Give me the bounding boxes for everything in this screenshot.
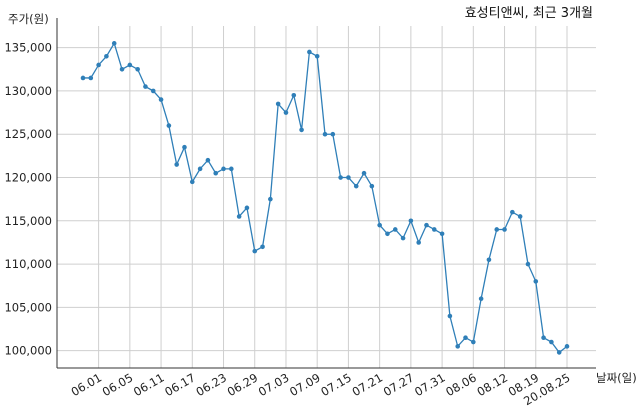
- data-point: [486, 257, 492, 263]
- grid-lines: [57, 26, 596, 368]
- data-point: [455, 344, 461, 349]
- x-tick-label: 06.05: [100, 370, 136, 399]
- x-tick-label: 07.03: [256, 370, 292, 399]
- data-point: [213, 170, 219, 176]
- data-point: [478, 296, 484, 302]
- data-point: [510, 209, 515, 215]
- data-point: [408, 218, 414, 224]
- x-tick-labels: 06.0106.0506.1106.1706.2306.2907.0307.09…: [69, 370, 573, 408]
- x-tick-label: 06.29: [225, 370, 261, 399]
- data-point: [96, 62, 101, 68]
- y-axis-title: 주가(원): [8, 12, 49, 26]
- data-point: [252, 248, 258, 254]
- x-tick-label: 07.15: [318, 370, 354, 399]
- y-tick-label: 100,000: [4, 344, 52, 358]
- x-tick-label: 07.21: [350, 370, 386, 399]
- data-point: [525, 261, 531, 267]
- data-point: [244, 205, 250, 211]
- data-point: [463, 335, 468, 340]
- x-tick-label: 06.17: [162, 370, 198, 399]
- data-point: [400, 235, 406, 241]
- data-point: [564, 344, 570, 349]
- x-tick-label: 08.12: [475, 370, 511, 399]
- data-point: [182, 144, 187, 150]
- data-point: [127, 62, 133, 68]
- data-point: [556, 350, 562, 355]
- data-point: [158, 97, 164, 102]
- data-point: [268, 196, 273, 202]
- data-point: [431, 227, 437, 232]
- y-tick-label: 130,000: [4, 84, 52, 98]
- data-point: [197, 166, 203, 172]
- x-axis-title: 날짜(일): [596, 371, 637, 385]
- data-point: [338, 175, 343, 180]
- data-point: [549, 339, 554, 345]
- data-point: [205, 157, 211, 163]
- x-tick-label: 08.06: [443, 370, 479, 399]
- data-point: [236, 214, 242, 219]
- data-point: [377, 222, 382, 228]
- data-point: [346, 175, 351, 180]
- y-tick-label: 135,000: [4, 41, 52, 55]
- data-point: [174, 162, 179, 167]
- data-point: [111, 41, 117, 46]
- data-point: [369, 183, 375, 189]
- x-tick-label: 07.09: [287, 370, 323, 399]
- data-point: [533, 279, 539, 284]
- data-point: [299, 127, 304, 133]
- y-tick-label: 125,000: [4, 127, 52, 141]
- data-point: [424, 222, 429, 228]
- data-point: [494, 227, 500, 232]
- data-point: [517, 214, 523, 219]
- y-tick-labels: 100,000 105,000 110,000 115,000 120,000 125,0…: [4, 41, 52, 358]
- x-tick-label: 06.23: [193, 370, 229, 399]
- data-point: [80, 75, 86, 81]
- series-line: [83, 41, 568, 354]
- data-point: [104, 54, 109, 59]
- data-point: [307, 49, 312, 55]
- data-point: [88, 75, 94, 81]
- data-point: [143, 84, 148, 89]
- y-tick-label: 120,000: [4, 171, 52, 185]
- data-point: [229, 166, 234, 172]
- x-tick-label: 07.31: [412, 370, 448, 399]
- data-point: [260, 244, 265, 250]
- data-point: [275, 101, 281, 107]
- data-point: [283, 110, 289, 115]
- data-point: [314, 54, 320, 59]
- data-point: [471, 339, 476, 345]
- data-point: [502, 227, 507, 232]
- data-point: [353, 183, 359, 189]
- data-point: [439, 231, 445, 237]
- data-point: [119, 66, 125, 72]
- y-tick-label: 110,000: [4, 257, 52, 271]
- data-point: [221, 166, 226, 172]
- data-point: [166, 123, 172, 128]
- axes: [56, 18, 596, 369]
- series-layer: [80, 41, 570, 355]
- data-point: [416, 240, 421, 245]
- data-point: [385, 231, 390, 237]
- x-tick-label: 06.01: [69, 370, 105, 399]
- data-point: [330, 131, 336, 137]
- chart-title: 효성티앤씨, 최근 3개월: [465, 6, 593, 21]
- data-point: [189, 179, 195, 185]
- data-point: [541, 335, 546, 340]
- y-tick-label: 115,000: [4, 214, 52, 228]
- data-point: [361, 170, 367, 176]
- x-tick-label: 07.27: [381, 370, 417, 399]
- data-point: [291, 92, 297, 98]
- data-point: [447, 313, 453, 319]
- data-point: [392, 227, 398, 232]
- data-point: [322, 131, 328, 137]
- data-point: [150, 88, 156, 94]
- data-point: [135, 66, 140, 72]
- y-tick-label: 105,000: [4, 300, 52, 314]
- x-tick-label: 06.11: [131, 370, 167, 399]
